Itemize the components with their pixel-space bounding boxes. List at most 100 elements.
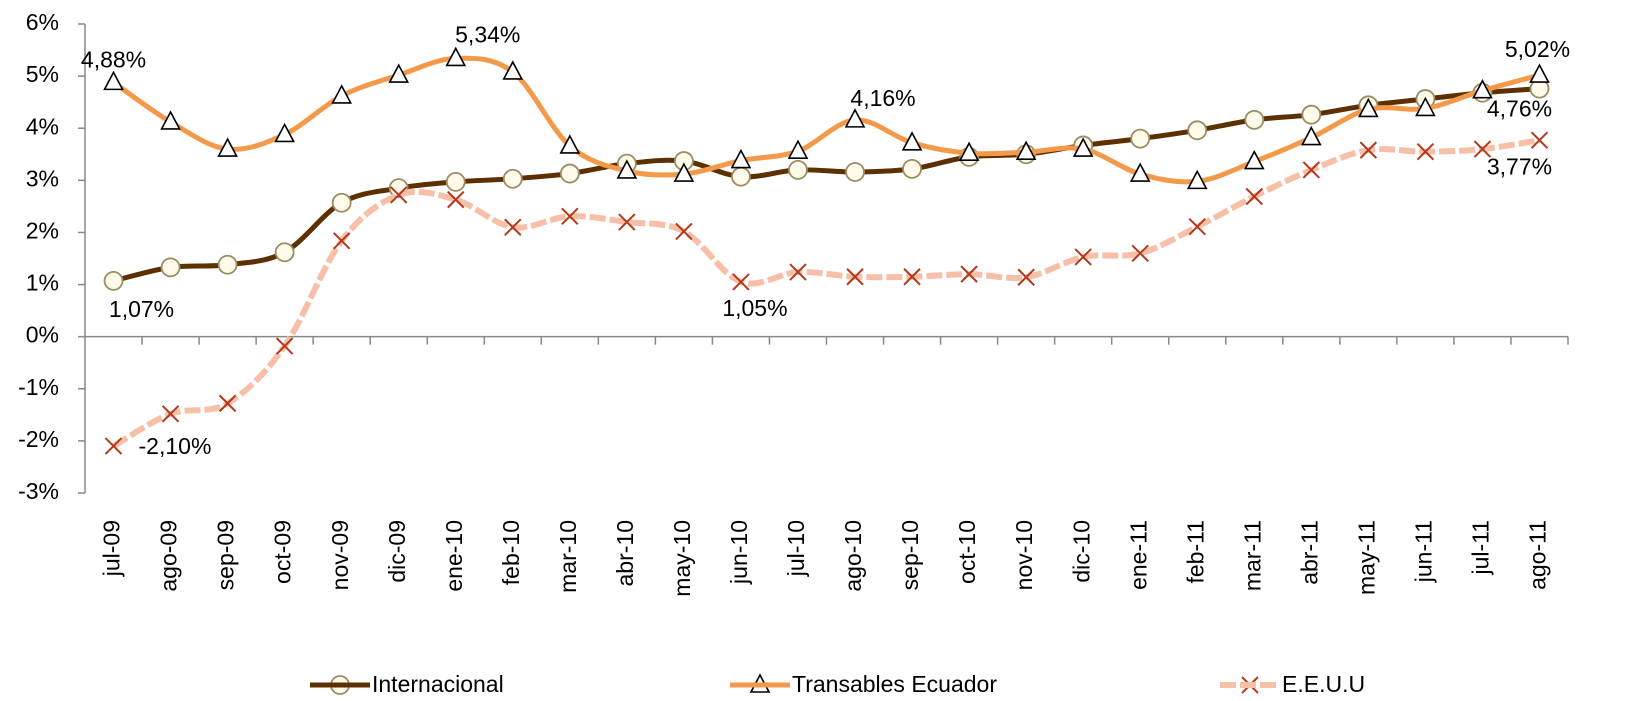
x-tick-label: feb-11	[1182, 520, 1208, 584]
marker	[675, 222, 693, 241]
marker	[1301, 125, 1322, 146]
x-tick-label: dic-09	[384, 520, 410, 583]
marker	[274, 122, 295, 143]
x-tick-label: may-11	[1353, 520, 1379, 595]
x-tick-label: jul-10	[783, 520, 809, 577]
x-tick-label: dic-10	[1068, 520, 1094, 583]
y-tick-label: 3%	[26, 165, 59, 191]
marker	[1473, 140, 1492, 158]
marker	[618, 213, 636, 231]
marker	[103, 271, 124, 291]
x-tick-label: oct-09	[270, 520, 296, 584]
x-tick-label: jun-11	[1410, 520, 1436, 583]
data-label: 5,34%	[455, 21, 520, 47]
x-tick-label: jul-09	[99, 520, 125, 577]
marker	[1131, 244, 1149, 262]
marker	[1415, 96, 1436, 117]
marker	[275, 337, 294, 355]
y-tick-label: 1%	[26, 270, 59, 296]
marker	[616, 159, 638, 179]
x-tick-label: ene-10	[441, 520, 467, 592]
marker	[103, 70, 124, 91]
marker	[1244, 109, 1265, 130]
marker	[559, 163, 580, 184]
marker	[1130, 128, 1151, 149]
marker	[445, 46, 467, 67]
data-label: 1,05%	[722, 295, 787, 321]
data-label: 1,07%	[109, 296, 174, 322]
marker	[732, 273, 750, 291]
x-tick-label: sep-10	[897, 520, 923, 590]
data-label: 3,77%	[1487, 153, 1552, 179]
marker	[960, 265, 978, 283]
marker	[901, 131, 923, 151]
marker	[1072, 137, 1094, 157]
marker	[789, 263, 807, 281]
x-tick-label: feb-10	[498, 520, 524, 585]
x-tick-label: may-10	[669, 520, 695, 597]
data-label: -2,10%	[139, 433, 212, 459]
marker	[332, 232, 351, 250]
legend-label: Transables Ecuador	[792, 671, 997, 697]
marker	[331, 192, 352, 213]
series	[103, 46, 1550, 693]
marker	[1301, 104, 1322, 125]
x-tick-label: mar-10	[555, 520, 581, 593]
marker	[390, 186, 408, 204]
y-tick-label: -3%	[18, 478, 59, 504]
marker	[502, 168, 523, 189]
marker	[1188, 218, 1206, 236]
marker	[1359, 141, 1378, 159]
y-tick-label: 4%	[26, 113, 59, 139]
marker	[730, 148, 752, 169]
marker	[958, 141, 980, 162]
y-tick-label: 2%	[26, 218, 59, 244]
marker	[561, 207, 579, 225]
marker	[731, 166, 751, 187]
marker	[1302, 161, 1321, 179]
marker	[445, 171, 466, 192]
series-line	[112, 86, 1540, 284]
x-tick-label: abr-10	[612, 520, 638, 586]
marker	[504, 218, 522, 236]
marker	[844, 108, 866, 128]
marker	[502, 60, 524, 80]
marker	[1015, 140, 1037, 160]
marker	[1530, 131, 1549, 149]
marker	[388, 63, 410, 83]
data-label: 5,02%	[1505, 36, 1570, 62]
x-tick-label: ago-09	[156, 520, 182, 592]
marker	[1416, 142, 1435, 161]
marker	[1186, 169, 1208, 190]
marker	[1129, 162, 1151, 182]
marker	[1074, 248, 1092, 266]
marker	[673, 162, 695, 182]
marker	[447, 190, 465, 209]
y-tick-label: 0%	[26, 322, 59, 348]
x-tick-label: ago-11	[1525, 520, 1551, 590]
marker	[331, 84, 353, 104]
legend-label: Internacional	[372, 671, 504, 697]
marker	[1358, 97, 1379, 118]
marker	[846, 268, 864, 286]
x-tick-label: abr-11	[1296, 520, 1322, 585]
x-tick-label: ago-10	[840, 520, 866, 592]
marker	[787, 139, 809, 159]
marker	[217, 137, 238, 157]
x-tick-label: nov-09	[327, 520, 353, 590]
marker	[217, 254, 238, 275]
marker	[1187, 120, 1208, 141]
y-tick-label: -1%	[18, 374, 59, 400]
marker	[1245, 187, 1263, 206]
marker	[559, 134, 581, 154]
marker	[104, 437, 123, 455]
data-label: 4,76%	[1487, 96, 1552, 122]
x-tick-label: oct-10	[954, 520, 980, 584]
marker	[1017, 268, 1035, 286]
marker	[1529, 63, 1550, 83]
x-tick-label: jun-10	[726, 520, 752, 585]
y-tick-label: 5%	[26, 61, 59, 87]
x-tick-label: jul-11	[1468, 520, 1494, 576]
marker	[160, 257, 181, 278]
